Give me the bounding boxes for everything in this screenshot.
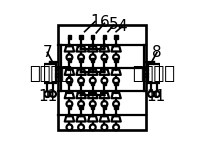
Circle shape	[115, 67, 117, 69]
Circle shape	[115, 91, 117, 92]
Circle shape	[69, 114, 70, 115]
Circle shape	[92, 67, 93, 69]
Circle shape	[104, 95, 105, 96]
Bar	[91, 105, 94, 109]
Text: 7: 7	[42, 44, 52, 59]
Bar	[79, 59, 83, 62]
Circle shape	[104, 72, 105, 73]
Circle shape	[115, 44, 117, 45]
Text: 4: 4	[117, 19, 127, 34]
Text: 5: 5	[109, 17, 118, 32]
Circle shape	[69, 91, 70, 92]
Bar	[68, 82, 71, 86]
Circle shape	[80, 95, 82, 96]
Bar	[91, 82, 94, 86]
Bar	[103, 82, 106, 86]
Bar	[114, 105, 118, 109]
Circle shape	[80, 72, 82, 73]
Bar	[91, 59, 94, 62]
Circle shape	[80, 114, 82, 115]
Circle shape	[104, 48, 105, 50]
Circle shape	[69, 67, 70, 69]
Text: 11: 11	[146, 88, 166, 103]
Bar	[68, 35, 71, 39]
Circle shape	[92, 114, 93, 115]
Bar	[148, 65, 160, 83]
Bar	[68, 59, 71, 62]
Text: 交叉开关: 交叉开关	[132, 65, 175, 83]
Text: 6: 6	[100, 15, 109, 30]
Bar	[44, 65, 56, 83]
Text: 交叉开关: 交叉开关	[29, 65, 72, 83]
Circle shape	[80, 67, 82, 69]
Text: 11: 11	[38, 88, 58, 103]
Circle shape	[80, 44, 82, 45]
Bar	[58, 25, 146, 130]
Bar	[91, 35, 94, 39]
Circle shape	[92, 44, 93, 45]
Bar	[68, 105, 71, 109]
Circle shape	[92, 48, 93, 50]
Bar	[103, 105, 106, 109]
Circle shape	[104, 67, 105, 69]
Circle shape	[69, 44, 70, 45]
Bar	[103, 35, 106, 39]
Circle shape	[104, 91, 105, 92]
Bar	[79, 82, 83, 86]
Circle shape	[92, 72, 93, 73]
Bar	[103, 59, 106, 62]
Bar	[79, 35, 83, 39]
Circle shape	[92, 95, 93, 96]
Circle shape	[104, 44, 105, 45]
Text: 8: 8	[152, 44, 162, 59]
Circle shape	[80, 91, 82, 92]
Circle shape	[92, 91, 93, 92]
Circle shape	[104, 114, 105, 115]
Bar	[114, 59, 118, 62]
Bar	[114, 82, 118, 86]
Bar	[79, 105, 83, 109]
Bar	[114, 35, 118, 39]
Text: 1: 1	[90, 14, 100, 29]
Circle shape	[80, 48, 82, 50]
Circle shape	[115, 114, 117, 115]
